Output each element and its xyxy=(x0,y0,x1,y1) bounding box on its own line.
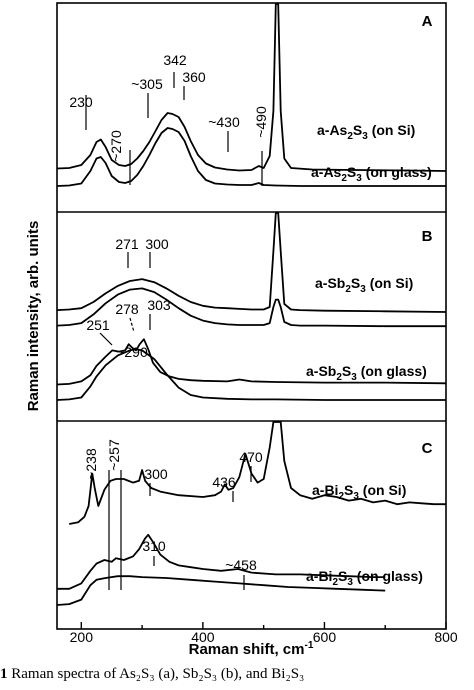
panel-b-spectra xyxy=(56,212,447,401)
peak-label-436: 436 xyxy=(212,474,236,490)
peak-marker-278 xyxy=(129,317,135,333)
x-axis: 200 400 600 800 xyxy=(70,622,458,645)
x-tick-label-800: 800 xyxy=(434,629,458,645)
peak-label-470: 470 xyxy=(239,449,263,465)
x-tick-label-600: 600 xyxy=(313,629,337,645)
peak-label-230: 230 xyxy=(69,94,93,110)
peak-label-305: ~305 xyxy=(131,76,163,92)
peak-label-458: ~458 xyxy=(225,557,257,573)
peak-label-271: 271 xyxy=(115,236,139,252)
series-label-as-si: a-As2S3 (on Si) xyxy=(317,122,415,142)
series-label-sb-glass: a-Sb2S3 (on glass) xyxy=(306,363,427,383)
figure-caption: 1 Raman spectra of As₂S₃ (a), Sb₂S₃ (b),… xyxy=(0,662,474,686)
spectrum-line-c-0 xyxy=(69,421,446,525)
peak-label-300: 300 xyxy=(145,236,169,252)
x-axis-title: Raman shift, cm-1 xyxy=(189,640,314,658)
caption-figure-number: 1 xyxy=(0,666,8,682)
x-tick-label-400: 400 xyxy=(191,629,215,645)
panel-letter-a: A xyxy=(422,13,433,30)
peak-label-342: 342 xyxy=(163,52,187,68)
spectrum-line-b-0 xyxy=(56,212,447,313)
peak-label-300: 300 xyxy=(144,466,168,482)
series-label-as-glass: a-As2S3 (on glass) xyxy=(311,164,432,184)
peak-label-490: ~490 xyxy=(253,106,269,138)
x-tick-label-200: 200 xyxy=(70,629,94,645)
panel-a-annotations: 230 ~270 ~305 342 360 ~430 ~490 xyxy=(69,52,269,186)
peak-label-270: ~270 xyxy=(108,130,124,162)
peak-label-251: 251 xyxy=(86,317,110,333)
spectrum-line-c-1 xyxy=(57,533,386,590)
peak-label-303: 303 xyxy=(147,297,171,313)
y-axis-title: Raman intensity, arb. units xyxy=(25,221,42,412)
series-label-bi-si: a-Bi2S3 (on Si) xyxy=(312,482,406,502)
spectrum-line-b-1 xyxy=(56,287,446,328)
spectrum-line-a-0 xyxy=(56,3,447,172)
panel-c-annotations: ~238 ~257 300 436 470 310 ~458 xyxy=(83,439,263,590)
peak-marker-251 xyxy=(99,332,113,346)
panel-c-spectra xyxy=(56,421,446,606)
peak-label-310: 310 xyxy=(142,538,166,554)
series-label-bi-glass: a-Bi2S3 (on glass) xyxy=(306,568,423,588)
panel-letter-c: C xyxy=(422,440,433,457)
caption-text: Raman spectra of As₂S₃ (a), Sb₂S₃ (b), a… xyxy=(7,666,305,682)
spectrum-line-c-2 xyxy=(56,575,386,606)
peak-label-360: 360 xyxy=(182,69,206,85)
peak-label-290: ~290 xyxy=(116,344,148,360)
panel-b-annotations: 271 300 251 278 303 ~290 xyxy=(86,236,171,360)
plot-frame xyxy=(56,2,447,630)
peak-label-238: ~238 xyxy=(83,448,99,480)
panel-a-spectra xyxy=(56,3,447,187)
spectrum-line-b-2 xyxy=(56,338,447,386)
raman-figure: A B C 230 ~270 ~305 342 360 ~430 ~490 27… xyxy=(25,2,458,658)
peak-label-278: 278 xyxy=(115,301,139,317)
panel-letter-b: B xyxy=(422,228,433,245)
spectrum-line-a-1 xyxy=(56,127,446,187)
peak-label-257: ~257 xyxy=(106,439,122,471)
spectrum-line-b-3 xyxy=(56,348,446,401)
peak-label-430: ~430 xyxy=(208,114,240,130)
series-label-sb-si: a-Sb2S3 (on Si) xyxy=(315,275,413,295)
